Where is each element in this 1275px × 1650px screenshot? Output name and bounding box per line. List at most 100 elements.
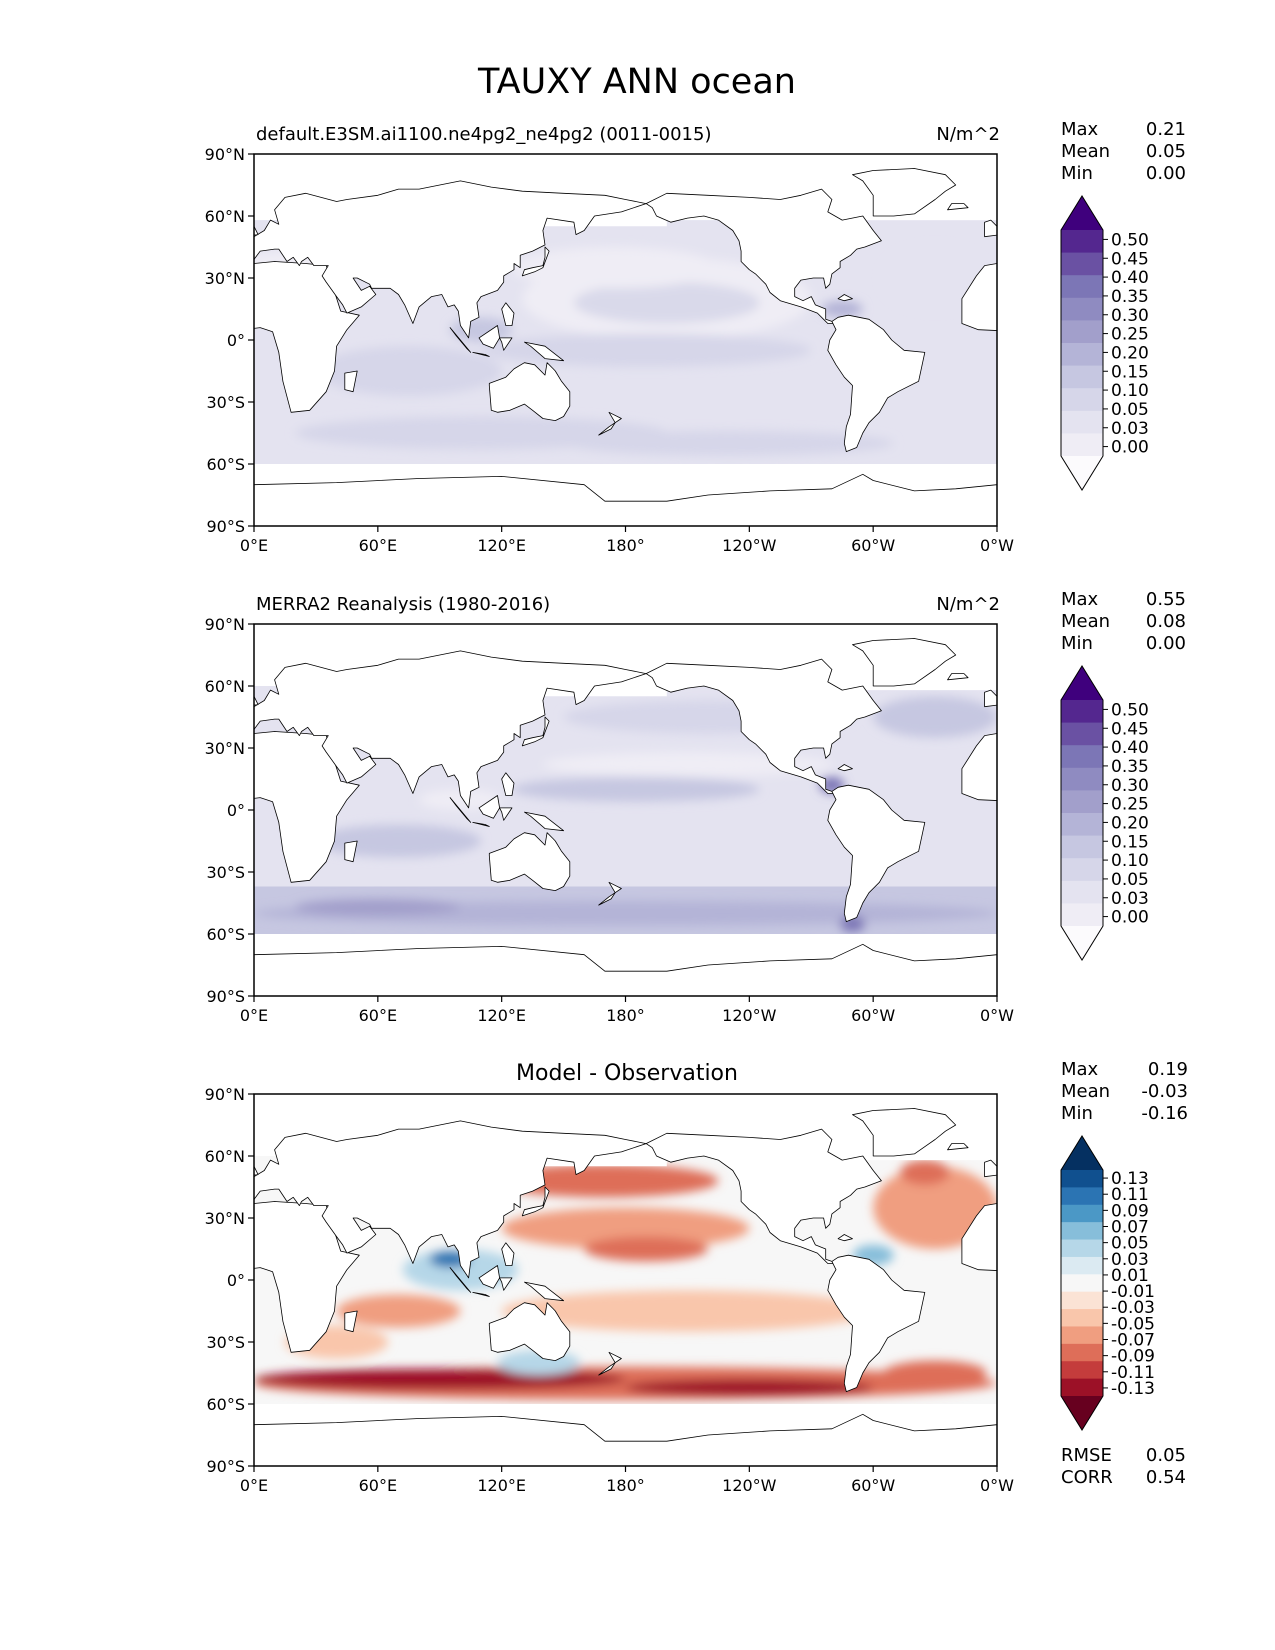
colorbar-segment bbox=[1061, 297, 1103, 321]
lon-tick-label: 0°E bbox=[240, 1006, 268, 1025]
colorbar-segment bbox=[1061, 1187, 1103, 1206]
stat-value: 0.00 bbox=[1146, 633, 1186, 654]
colorbar-tick-label: 0.50 bbox=[1111, 700, 1149, 720]
colorbar-segment bbox=[1061, 230, 1103, 254]
colorbar-segment bbox=[1061, 858, 1103, 882]
lon-tick-label: 0°W bbox=[980, 1476, 1014, 1495]
lon-tick-label: 60°W bbox=[851, 536, 895, 555]
contour-region bbox=[573, 282, 760, 324]
colorbar-tick-label: 0.15 bbox=[1111, 362, 1149, 382]
coastline bbox=[524, 811, 564, 832]
land-layer bbox=[254, 638, 997, 996]
lon-tick-label: 60°E bbox=[359, 1476, 397, 1495]
coastline bbox=[521, 1186, 550, 1217]
lat-tick-label: 30°N bbox=[205, 269, 245, 288]
coastline bbox=[598, 411, 622, 436]
coastline bbox=[499, 807, 513, 821]
lat-tick-label: 30°S bbox=[206, 1333, 245, 1352]
lat-tick-label: 30°S bbox=[206, 393, 245, 412]
colorbar-tick-label: 0.15 bbox=[1111, 832, 1149, 852]
colorbar-segment bbox=[1061, 252, 1103, 276]
coastline bbox=[984, 219, 997, 238]
lon-tick-label: 120°W bbox=[722, 536, 777, 555]
colorbar: 0.500.450.400.350.300.250.200.150.100.05… bbox=[1060, 195, 1149, 491]
colorbar-max-extend bbox=[1061, 1136, 1103, 1170]
coastline bbox=[501, 772, 515, 796]
stat-value: -0.03 bbox=[1141, 1081, 1188, 1102]
coastline bbox=[947, 673, 969, 681]
coastline bbox=[827, 1254, 926, 1392]
colorbar-segment bbox=[1061, 1378, 1103, 1397]
lon-tick-label: 0°E bbox=[240, 1476, 268, 1495]
coastline bbox=[837, 294, 853, 302]
stat-label: Mean bbox=[1061, 611, 1110, 632]
coastline bbox=[645, 1128, 882, 1264]
coastline bbox=[472, 822, 490, 827]
colorbar-segment bbox=[1061, 813, 1103, 837]
colorbar-tick-label: 0.09 bbox=[1111, 1201, 1149, 1221]
colorbar-tick-label: 0.05 bbox=[1111, 1234, 1149, 1254]
contour-region bbox=[419, 789, 502, 810]
coastline bbox=[449, 1267, 472, 1293]
contour-region bbox=[501, 1290, 874, 1332]
contour-region bbox=[625, 1379, 874, 1396]
stat-label: Min bbox=[1061, 163, 1093, 184]
colorbar-tick-label: 0.40 bbox=[1111, 738, 1149, 758]
colorbar-tick-label: 0.07 bbox=[1111, 1218, 1149, 1238]
colorbar-tick-label: 0.20 bbox=[1111, 343, 1149, 363]
lon-tick-label: 180° bbox=[606, 1476, 645, 1495]
lon-tick-label: 60°W bbox=[851, 1476, 895, 1495]
coastline bbox=[984, 1159, 997, 1178]
stat-label: Mean bbox=[1061, 141, 1110, 162]
colorbar-segment bbox=[1061, 1291, 1103, 1310]
colorbar-tick-label: 0.35 bbox=[1111, 757, 1149, 777]
colorbar-tick-label: 0.05 bbox=[1111, 870, 1149, 890]
lat-tick-label: 30°N bbox=[205, 739, 245, 758]
stat-label: Min bbox=[1061, 1103, 1093, 1124]
stat-label: Max bbox=[1061, 119, 1099, 140]
panel-title-left: MERRA2 Reanalysis (1980-2016) bbox=[256, 594, 550, 615]
coastline bbox=[947, 203, 969, 211]
contour-region bbox=[584, 1236, 708, 1262]
panel-title-left: default.E3SM.ai1100.ne4pg2_ne4pg2 (0011-… bbox=[256, 124, 711, 145]
colorbar-tick-label: 0.20 bbox=[1111, 813, 1149, 833]
coastline bbox=[961, 263, 997, 331]
coastline bbox=[827, 314, 926, 453]
coastline bbox=[344, 840, 358, 863]
coastline bbox=[852, 638, 957, 687]
contour-region bbox=[336, 1294, 461, 1328]
colorbar-tick-label: -0.13 bbox=[1111, 1379, 1155, 1399]
colorbar-segment bbox=[1061, 835, 1103, 859]
contour-region bbox=[563, 430, 894, 456]
colorbar-min-extend bbox=[1061, 926, 1103, 960]
lat-tick-label: 0° bbox=[227, 1271, 245, 1290]
colorbar-tick-label: 0.25 bbox=[1111, 795, 1149, 815]
coastline bbox=[524, 1281, 564, 1302]
colorbar-segment bbox=[1061, 1343, 1103, 1362]
stat-value: 0.21 bbox=[1146, 119, 1186, 140]
coastline bbox=[449, 797, 472, 823]
coastline bbox=[837, 764, 853, 772]
panel-title-center: Model - Observation bbox=[516, 1061, 738, 1086]
lon-tick-label: 120°W bbox=[722, 1476, 777, 1495]
coastline bbox=[254, 695, 259, 706]
lat-tick-label: 0° bbox=[227, 331, 245, 350]
colorbar-min-extend bbox=[1061, 456, 1103, 490]
stats-box: Max 0.21 Mean 0.05 Min 0.00 bbox=[1061, 119, 1186, 184]
colorbar-tick-label: 0.10 bbox=[1111, 381, 1149, 401]
coastline bbox=[478, 1265, 501, 1289]
axis-ticks: 90°N 60°N 30°N 0° 30°S 60°S 90°S0°E 60°E 120°E 18… bbox=[205, 145, 1015, 555]
contour-region bbox=[315, 824, 482, 858]
coastline bbox=[852, 1108, 957, 1157]
colorbar-segment bbox=[1061, 1222, 1103, 1241]
stats-box: Max 0.55 Mean 0.08 Min 0.00 bbox=[1061, 589, 1186, 654]
coastline bbox=[947, 1143, 969, 1151]
colorbar-max-extend bbox=[1061, 666, 1103, 700]
colorbar-outline bbox=[1060, 1135, 1104, 1431]
colorbar-segment bbox=[1061, 365, 1103, 389]
coastline bbox=[501, 302, 515, 326]
figure-title: TAUXY ANN ocean bbox=[477, 62, 796, 102]
coastline bbox=[827, 784, 926, 922]
colorbar-tick-label: 0.03 bbox=[1111, 1250, 1149, 1270]
